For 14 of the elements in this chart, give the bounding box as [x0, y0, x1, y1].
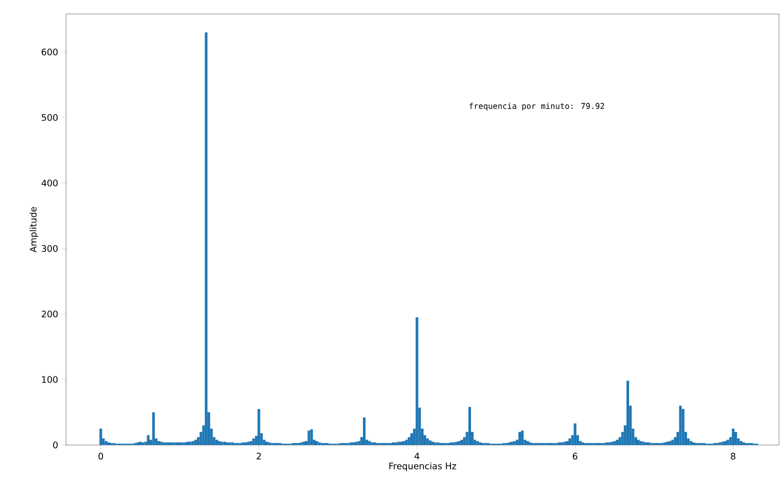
y-tick-label: 500: [42, 114, 58, 121]
y-tick-label: 100: [42, 376, 58, 383]
x-tick-label: 0: [98, 452, 104, 460]
y-tick-label: 300: [42, 245, 58, 252]
y-axis-title: Amplitude: [30, 206, 38, 252]
y-tick-label: 400: [42, 180, 58, 186]
x-tick-label: 6: [572, 452, 578, 460]
y-tick-label: 0: [53, 442, 58, 448]
x-axis-title: Frequencias Hz: [389, 462, 456, 472]
x-tick-label: 4: [414, 452, 420, 460]
y-tick-label: 600: [42, 48, 58, 56]
y-tick-label: 200: [42, 310, 58, 318]
x-tick-label: 2: [256, 452, 261, 460]
x-tick-label: 8: [730, 452, 736, 460]
